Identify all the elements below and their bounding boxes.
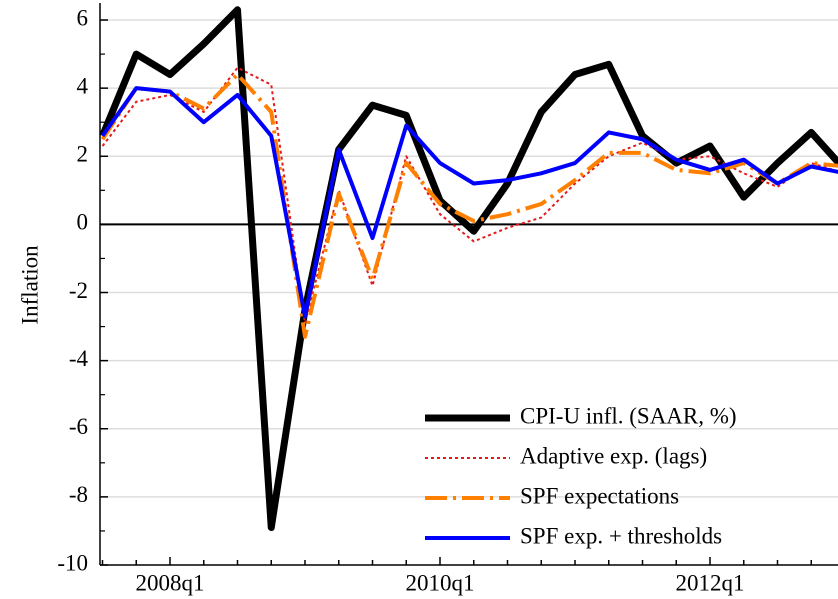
y-tick-label: -2 <box>69 278 88 303</box>
legend-label: Adaptive exp. (lags) <box>520 443 707 468</box>
y-tick-label: 0 <box>77 210 89 235</box>
series-line <box>100 86 838 319</box>
x-tick-label: 2012q1 <box>676 570 745 595</box>
series-line <box>100 6 838 532</box>
y-tick-label: 4 <box>77 73 89 98</box>
y-tick-label: -10 <box>57 550 88 575</box>
y-tick-label: -6 <box>69 414 88 439</box>
legend: CPI-U infl. (SAAR, %) Adaptive exp. (lags… <box>425 403 737 548</box>
series-line <box>100 72 838 339</box>
y-tick-label: -4 <box>69 346 89 371</box>
y-axis-label: Inflation <box>17 245 42 325</box>
series-line <box>101 66 838 325</box>
x-tick-label: 2008q1 <box>136 570 205 595</box>
legend-label: CPI-U infl. (SAAR, %) <box>520 403 737 428</box>
y-tick-label: -8 <box>69 482 88 507</box>
x-tick-label: 2010q1 <box>406 570 475 595</box>
y-tick-label: 6 <box>77 5 89 30</box>
plot-area <box>100 6 838 532</box>
y-tick-label: 2 <box>77 142 89 167</box>
axes: -10 -8 -6 -4 -2 0 2 4 6 2008q1 2010q1 2012q1 <box>57 3 838 595</box>
legend-label: SPF exp. + thresholds <box>520 523 722 548</box>
legend-label: SPF expectations <box>520 483 679 508</box>
